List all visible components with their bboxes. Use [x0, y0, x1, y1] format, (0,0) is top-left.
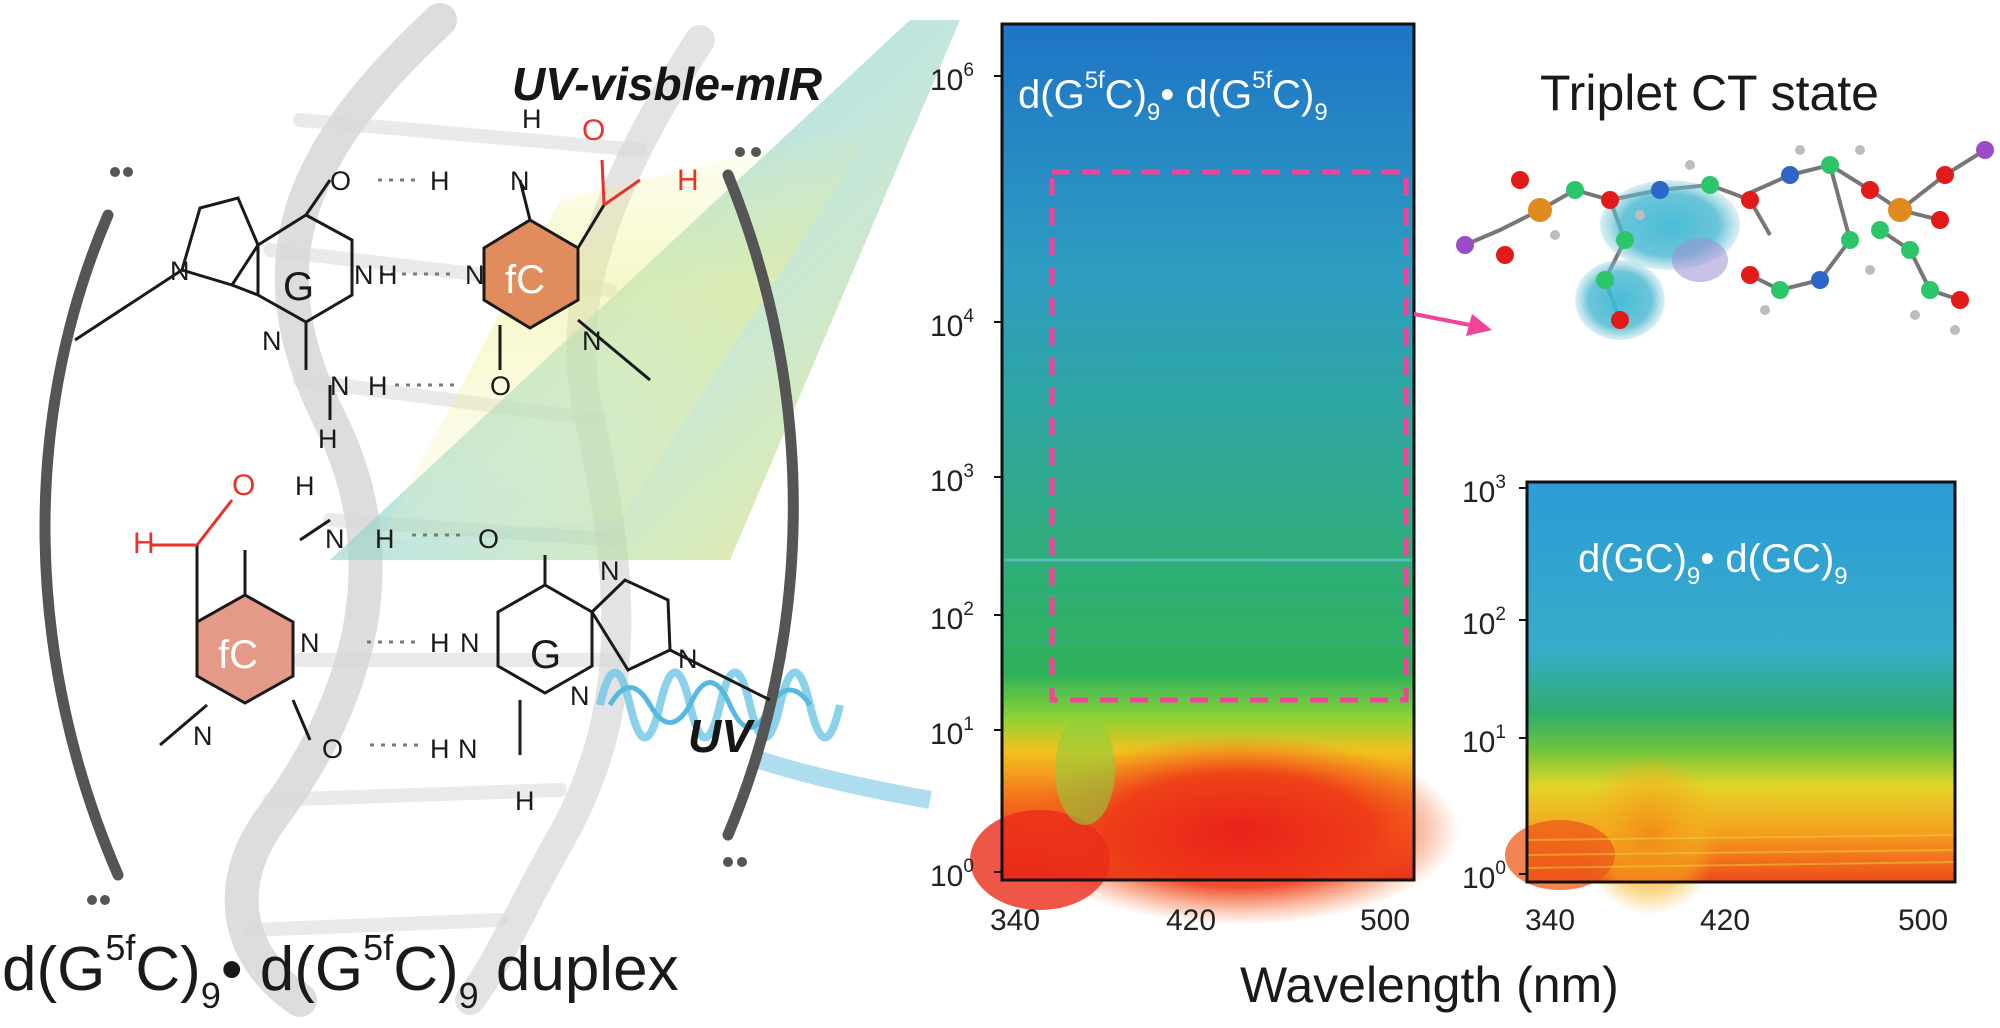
atom-o: O — [322, 734, 343, 764]
ring-label-fc: fC — [505, 258, 545, 302]
atom-h: H — [378, 260, 398, 290]
main-x-tick-label: 340 — [990, 904, 1040, 937]
atom-n: N — [582, 326, 602, 356]
lower-base-pair — [150, 499, 771, 755]
atom-h: H — [295, 471, 315, 501]
inset-y-axis: 100 101 102 103 — [1462, 472, 1527, 895]
main-y-tick-label: 101 — [930, 714, 974, 751]
main-x-axis: 340 420 500 — [990, 904, 1410, 937]
atom-n: N — [262, 326, 282, 356]
formyl-h: H — [677, 164, 699, 197]
formyl-h: H — [133, 527, 155, 560]
main-plot-label: d(G5fC)9• d(G5fC)9 — [1018, 67, 1328, 126]
atom-n: N — [570, 681, 590, 711]
inset-y-tick-label: 101 — [1462, 722, 1506, 759]
atom-o: O — [330, 166, 351, 196]
atom-n: N — [465, 260, 485, 290]
inset-x-axis: 340 420 500 — [1525, 904, 1948, 937]
inset-x-tick-label: 340 — [1525, 904, 1575, 937]
lower-hbonds — [367, 533, 465, 747]
atom-n: N — [458, 734, 478, 764]
inset-plot-label: d(GC)9• d(GC)9 — [1578, 537, 1848, 590]
triplet-ct-panel: Triplet CT state — [1456, 65, 1994, 340]
main-y-tick-label: 103 — [930, 461, 974, 498]
atom-o: O — [490, 371, 511, 401]
atom-n: N — [300, 628, 320, 658]
atom-n: N — [170, 256, 190, 286]
atom-n: N — [678, 644, 698, 674]
main-y-tick-label: 102 — [930, 599, 974, 636]
inset-y-tick-label: 102 — [1462, 604, 1506, 641]
highlight-box — [1049, 169, 1409, 703]
x-axis-label: Wavelength (nm) — [1240, 957, 1619, 1013]
atom-n: N — [460, 628, 480, 658]
atom-h: H — [368, 371, 388, 401]
atom-h: H — [430, 166, 450, 196]
duplex-caption: d(G5fC)9• d(G5fC)9 duplex — [2, 927, 679, 1016]
atom-n: N — [330, 371, 350, 401]
atom-h: H — [375, 524, 395, 554]
upper-atoms: H N O H O H N N H N N N N H O H G fC — [170, 104, 699, 454]
ring-label-g: G — [530, 633, 561, 677]
upper-base-pair — [74, 159, 651, 420]
triplet-ct-title: Triplet CT state — [1540, 65, 1879, 121]
inset-heatmap-panel: d(GC)9• d(GC)9 100 101 102 103 340 420 5… — [1462, 472, 1957, 937]
left-paren — [39, 209, 124, 881]
upper-hbonds — [378, 178, 460, 387]
inset-x-tick-label: 500 — [1898, 904, 1948, 937]
main-y-tick-label: 106 — [930, 60, 974, 97]
beam-label-uv: UV — [688, 710, 755, 762]
atom-h: H — [522, 104, 542, 134]
dna-illustration: H N O H O H N N H N N N N H O H G fC — [2, 3, 960, 1017]
main-y-axis: 100 101 102 103 104 106 — [930, 60, 1002, 893]
atom-h: H — [430, 628, 450, 658]
atom-n: N — [600, 556, 620, 586]
atom-n: N — [510, 166, 530, 196]
atom-h: H — [515, 786, 535, 816]
arrow-to-triplet — [1413, 312, 1476, 328]
atom-h: H — [318, 424, 338, 454]
inset-y-tick-label: 100 — [1462, 858, 1506, 895]
atom-n: N — [325, 524, 345, 554]
main-y-tick-label: 100 — [930, 856, 974, 893]
inset-x-tick-label: 420 — [1700, 904, 1750, 937]
atom-n: N — [354, 260, 374, 290]
atom-h: H — [430, 734, 450, 764]
right-paren — [722, 169, 799, 841]
ring-label-g: G — [283, 265, 314, 309]
beam-label-uv-vis-mir: UV-visble-mIR — [512, 58, 822, 110]
main-x-tick-label: 420 — [1166, 904, 1216, 937]
main-heatmap-panel: d(G5fC)9• d(G5fC)9 100 101 102 103 104 1… — [930, 22, 1492, 937]
lower-atoms: O H H N H O N N H N N N N O H N H fC G — [133, 469, 698, 816]
main-y-tick-label: 104 — [930, 306, 974, 343]
main-x-tick-label: 500 — [1360, 904, 1410, 937]
atom-n: N — [193, 721, 213, 751]
ring-label-fc: fC — [218, 633, 258, 677]
formyl-o: O — [232, 469, 255, 502]
formyl-o: O — [582, 114, 605, 147]
inset-y-tick-label: 103 — [1462, 472, 1506, 509]
molecule-structure — [1456, 141, 1994, 340]
atom-o: O — [478, 524, 499, 554]
